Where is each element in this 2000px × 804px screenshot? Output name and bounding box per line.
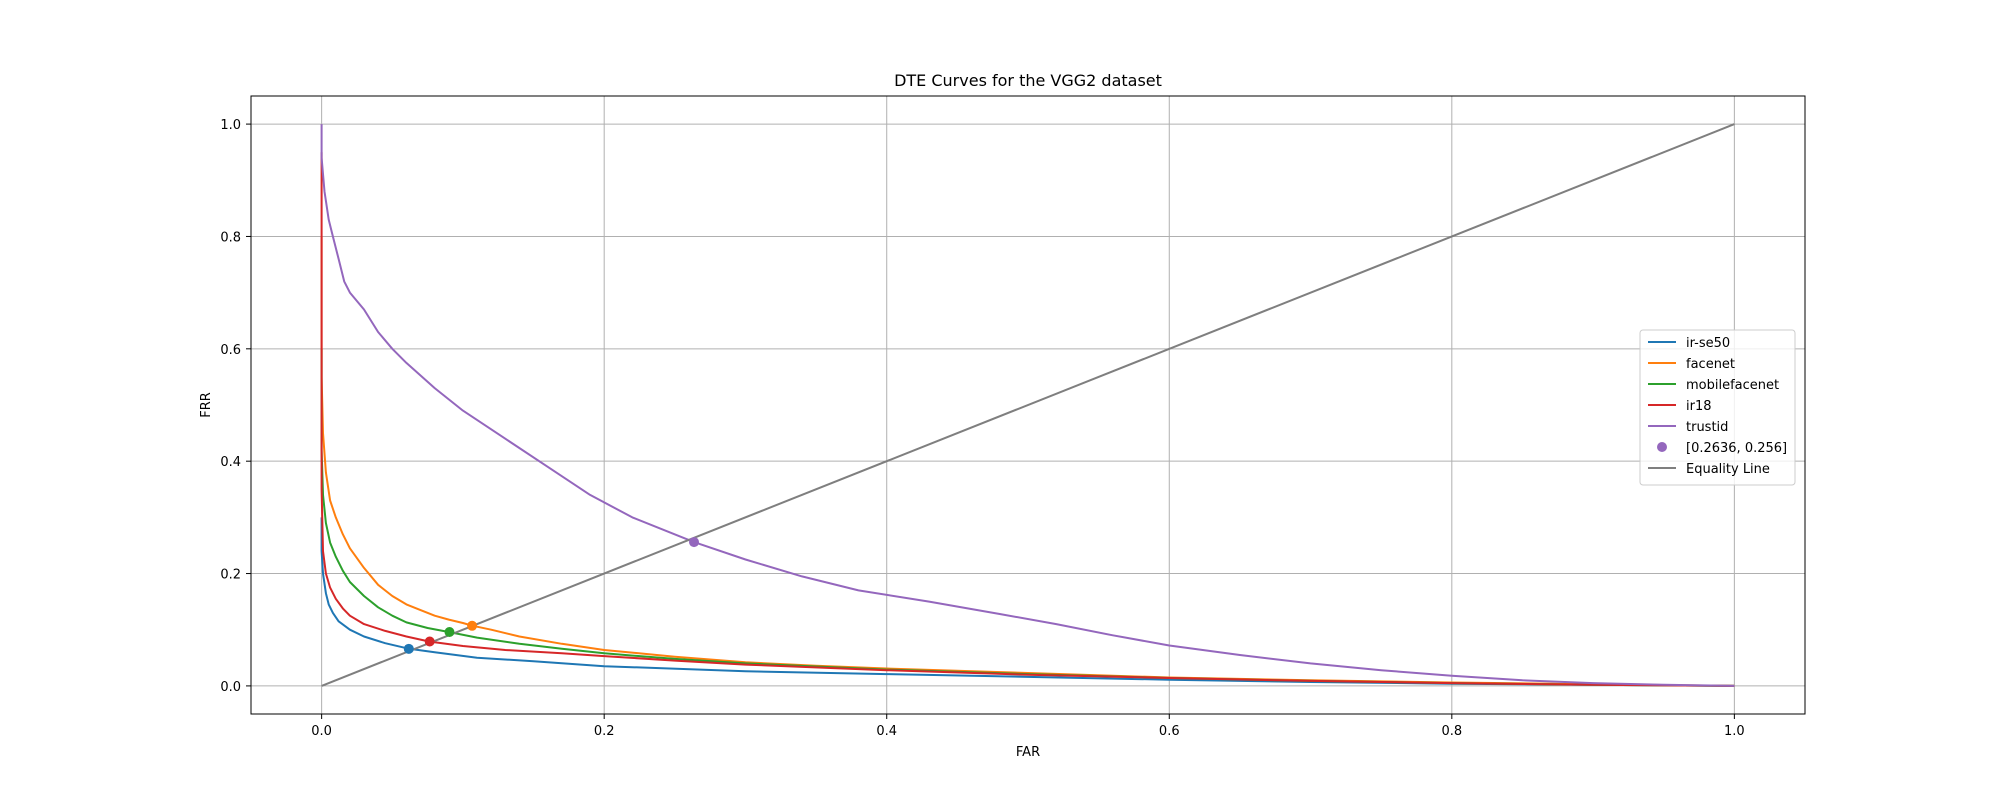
intersection-point [444,626,455,637]
legend-marker [1657,442,1667,452]
points-layer [403,537,700,654]
legend-label: Equality Line [1686,462,1770,477]
x-axis-label: FAR [1016,745,1040,760]
y-tick-label: 0.4 [220,455,241,470]
series-layer [320,123,1735,687]
y-tick-label: 0.2 [220,568,241,583]
legend-label: mobilefacenet [1686,378,1779,393]
legend-box [1639,329,1796,486]
series-line-ir-se50 [320,517,1735,687]
y-tick-label: 0.8 [220,230,241,245]
legend-label: trustid [1686,420,1728,435]
legend-items: ir-se50 facenet mobilefacenet ir18 trustid [0… [1648,336,1787,477]
legend: ir-se50 facenet mobilefacenet ir18 trustid [0… [1639,329,1796,486]
y-tick-label: 1.0 [220,118,241,133]
plot-frame [250,95,1806,715]
x-tick-label: 0.0 [311,724,332,739]
series-line-equality-line [321,123,1735,687]
legend-label: [0.2636, 0.256] [1686,441,1787,456]
intersection-point [424,636,435,647]
series-line-trustid [320,124,1735,687]
legend-label: ir18 [1686,399,1712,414]
x-tick-label: 0.6 [1159,724,1180,739]
intersection-point [689,537,700,548]
y-axis-label: FRR [199,392,214,418]
x-tick-label: 0.8 [1441,724,1462,739]
x-tick-label: 1.0 [1724,724,1745,739]
y-tick-label: 0.6 [220,343,241,358]
y-tick-label: 0.0 [220,680,241,695]
ticks-layer: 0.0 0.2 0.4 0.6 0.8 1.0 0.0 0.2 0.4 0.6 0.8 1.0 [220,118,1744,739]
intersection-point [467,620,478,631]
series-line-ir18 [320,152,1735,687]
legend-label: ir-se50 [1686,336,1730,351]
series-line-mobilefacenet [320,348,1735,687]
series-line-facenet [320,236,1735,687]
intersection-point [403,643,414,654]
legend-label: facenet [1686,357,1735,372]
x-tick-label: 0.2 [594,724,615,739]
chart-title: DTE Curves for the VGG2 dataset [894,71,1162,90]
x-tick-label: 0.4 [876,724,897,739]
